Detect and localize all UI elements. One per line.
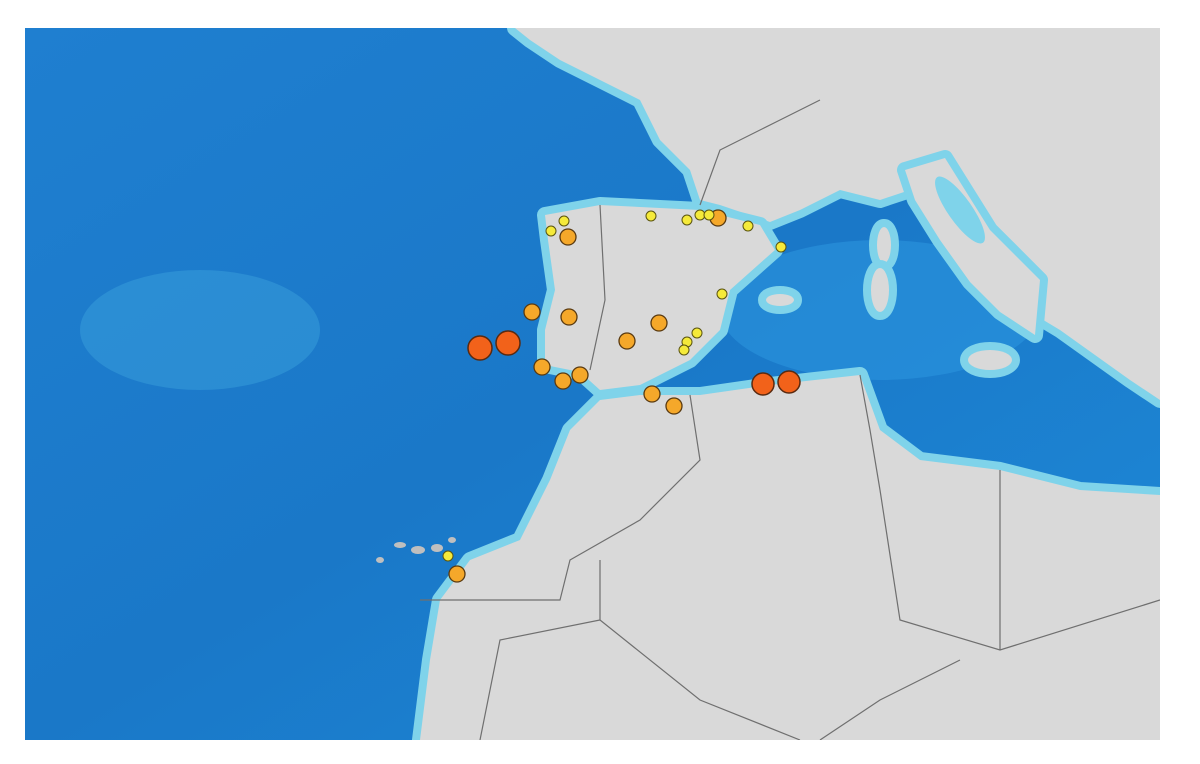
sicily: [960, 342, 1020, 378]
marker: [467, 335, 493, 361]
italy: [897, 150, 1048, 343]
sardinia: [863, 260, 897, 320]
marker: [558, 215, 570, 227]
marker: [559, 228, 577, 246]
marker: [523, 303, 541, 321]
marker: [777, 370, 801, 394]
marker: [691, 327, 703, 339]
marker: [751, 372, 775, 396]
corsica: [869, 219, 899, 271]
marker: [742, 220, 754, 232]
marker: [681, 214, 693, 226]
marker: [650, 314, 668, 332]
marker: [678, 344, 690, 356]
marker: [448, 565, 466, 583]
europe: [507, 28, 1160, 408]
azores-ridge: [80, 270, 320, 390]
borders: [420, 99, 1160, 740]
marker: [545, 225, 557, 237]
map-frame: [25, 28, 1160, 740]
marker: [645, 210, 657, 222]
canary-islands: [376, 537, 456, 563]
marker: [495, 330, 521, 356]
marker: [560, 308, 578, 326]
marker: [703, 209, 715, 221]
balearics: [758, 286, 802, 314]
marker: [775, 241, 787, 253]
markers: [442, 209, 801, 583]
marker: [442, 550, 454, 562]
marker: [643, 385, 661, 403]
marker: [554, 372, 572, 390]
marker: [533, 358, 551, 376]
adriatic: [935, 176, 985, 244]
marker: [571, 366, 589, 384]
marker: [665, 397, 683, 415]
marker: [618, 332, 636, 350]
marker: [716, 288, 728, 300]
